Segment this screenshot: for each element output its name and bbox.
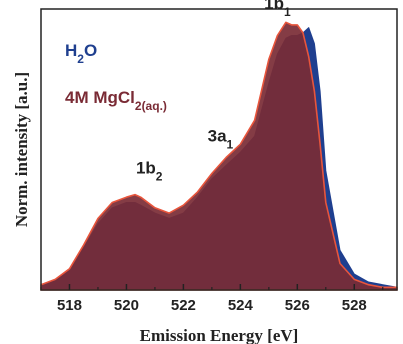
- x-tick-label: 518: [57, 297, 82, 314]
- peak-label-1b2: 1b2: [136, 158, 163, 183]
- legend-mgcl2: 4M MgCl2(aq.): [65, 88, 167, 113]
- peak-annotations: 1b2 3a1 1b1: [136, 0, 291, 183]
- x-axis: 518 520 522 524 526 528: [40, 284, 384, 314]
- mgcl2-spectrum-area: [40, 21, 398, 291]
- x-tick-label: 520: [114, 297, 139, 314]
- peak-label-3a1: 3a1: [208, 127, 234, 152]
- x-tick-label: 524: [228, 297, 254, 314]
- x-tick-label: 526: [285, 297, 310, 314]
- x-tick-label: 522: [171, 297, 196, 314]
- peak-label-1b1: 1b1: [264, 0, 291, 19]
- y-axis-title: Norm. intensity [a.u.]: [12, 72, 31, 227]
- x-axis-title: Emission Energy [eV]: [140, 326, 299, 344]
- x-tick-label: 528: [342, 297, 367, 314]
- plot-frame: [40, 8, 398, 291]
- series-layer: [40, 21, 398, 291]
- legend: H2O 4M MgCl2(aq.): [65, 41, 167, 113]
- legend-h2o: H2O: [65, 41, 97, 66]
